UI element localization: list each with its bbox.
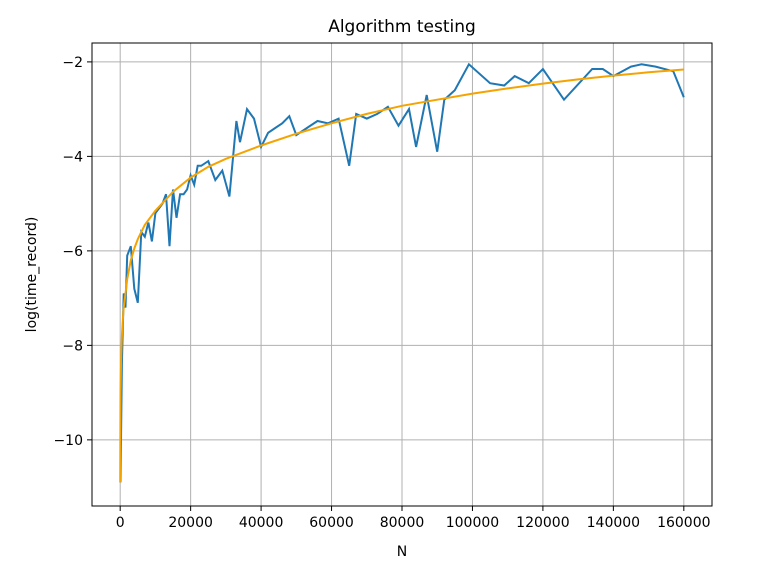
- grid: [92, 43, 712, 506]
- axis-ticks: 0 20000 40000 60000 80000 100000 120000 140000 1…: [53, 55, 710, 531]
- y-tick-label: −2: [62, 55, 83, 71]
- x-tick-label: 20000: [168, 515, 213, 531]
- x-tick-label: 60000: [309, 515, 354, 531]
- x-tick-label: 80000: [380, 515, 425, 531]
- y-axis-label: log(time_record): [24, 217, 40, 333]
- y-tick-label: −6: [62, 244, 83, 260]
- series-line-fit: [119, 68, 684, 483]
- x-tick-label: 120000: [516, 515, 569, 531]
- y-tick-label: −8: [62, 338, 83, 354]
- x-tick-label: 0: [116, 515, 125, 531]
- y-tick-label: −4: [62, 149, 83, 165]
- series-line-measured: [119, 62, 685, 483]
- x-tick-label: 140000: [587, 515, 640, 531]
- chart-title: Algorithm testing: [328, 17, 476, 37]
- x-tick-label: 100000: [446, 515, 499, 531]
- x-axis-label: N: [397, 544, 407, 560]
- y-tick-label: −10: [53, 433, 83, 449]
- x-tick-label: 160000: [657, 515, 710, 531]
- x-tick-label: 40000: [239, 515, 284, 531]
- plot-series: [119, 62, 685, 483]
